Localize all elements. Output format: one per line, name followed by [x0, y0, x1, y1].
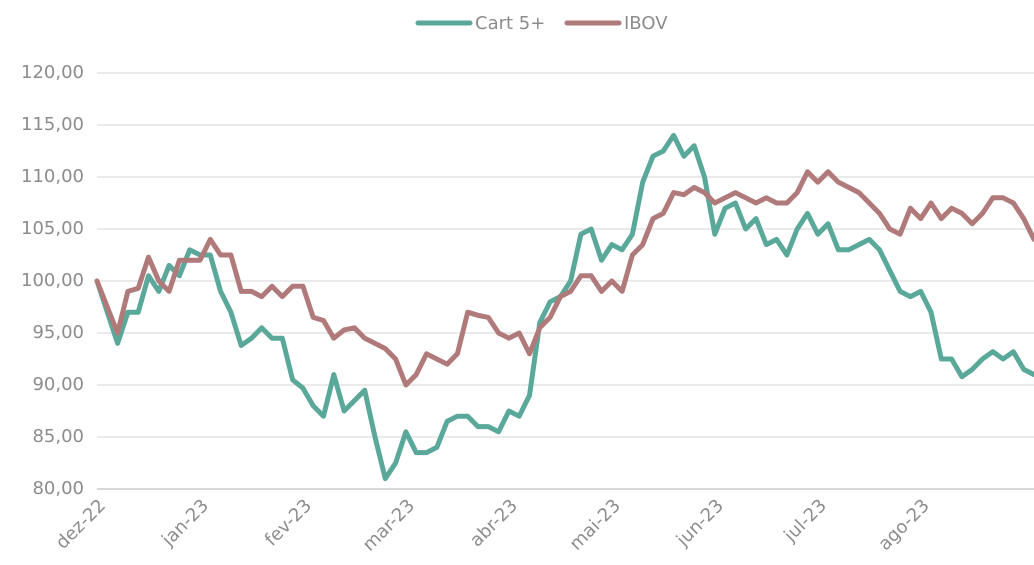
x-tick-label: jul-23 [779, 495, 830, 546]
y-tick-label: 110,00 [21, 166, 84, 187]
x-tick-label: dez-22 [52, 495, 110, 553]
x-tick-label: ago-23 [874, 495, 934, 555]
series-line [94, 132, 1034, 482]
y-tick-label: 120,00 [21, 62, 84, 83]
x-tick-label: mar-23 [359, 495, 419, 555]
x-tick-label: abr-23 [466, 495, 522, 551]
y-tick-label: 80,00 [32, 478, 84, 499]
x-tick-label: fev-23 [261, 495, 316, 550]
y-tick-label: 115,00 [21, 114, 84, 135]
series-line [94, 169, 1034, 388]
y-tick-label: 100,00 [21, 270, 84, 291]
y-tick-label: 105,00 [21, 218, 84, 239]
legend-label: Cart 5+ [475, 13, 545, 34]
x-tick-label: jan-23 [157, 495, 213, 551]
legend-label: IBOV [624, 13, 668, 34]
x-tick-label: mai-23 [566, 495, 625, 554]
y-tick-label: 85,00 [32, 426, 84, 447]
y-tick-label: 95,00 [32, 322, 84, 343]
x-tick-label: jun-23 [672, 495, 728, 551]
y-tick-label: 90,00 [32, 374, 84, 395]
